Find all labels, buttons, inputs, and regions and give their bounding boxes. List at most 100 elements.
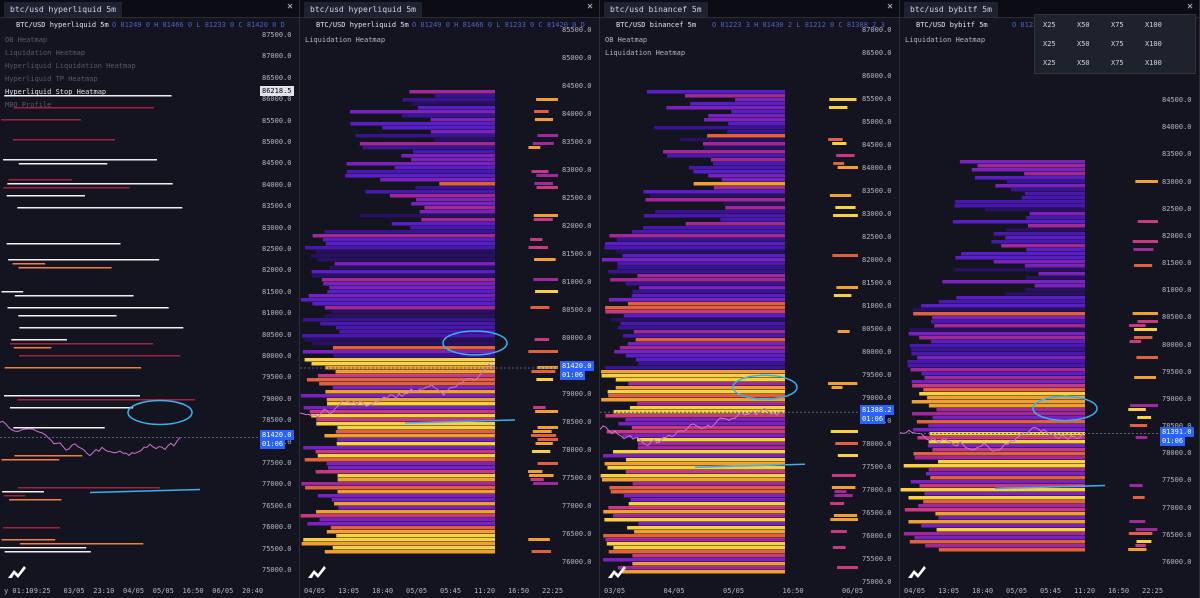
price-tag: 01:06 xyxy=(560,369,586,380)
profile-bar xyxy=(830,430,861,433)
legend-item[interactable]: MBO Profile xyxy=(5,101,52,109)
tab[interactable]: btc/usd hyperliquid 5m xyxy=(304,2,422,17)
heat-band xyxy=(327,290,495,294)
profile-bar xyxy=(1135,436,1148,439)
legend-item[interactable]: Liquidation Heatmap xyxy=(905,36,986,44)
y-tick-label: 77000.0 xyxy=(1162,503,1192,512)
heat-band xyxy=(1026,216,1085,220)
y-axis-bg xyxy=(858,18,899,598)
heat-band xyxy=(409,90,495,94)
heat-band xyxy=(638,522,785,526)
heat-band xyxy=(910,480,1085,484)
popup-option[interactable]: X50 xyxy=(1077,59,1090,67)
heat-band xyxy=(337,478,495,482)
annotation-line xyxy=(89,488,201,494)
popup-option[interactable]: X100 xyxy=(1145,40,1162,48)
legend-item[interactable]: Liquidation Heatmap xyxy=(5,49,86,57)
heat-band xyxy=(606,542,785,546)
y-tick-label: 77500.0 xyxy=(562,474,592,482)
heat-band xyxy=(930,476,1085,480)
popup-option[interactable]: X25 xyxy=(1043,40,1056,48)
heat-line xyxy=(19,543,144,545)
heat-band xyxy=(909,328,1085,332)
tab-close[interactable]: ✕ xyxy=(886,1,893,12)
popup-option[interactable]: X75 xyxy=(1111,40,1124,48)
heat-band xyxy=(324,306,495,310)
popup-option[interactable]: X25 xyxy=(1043,21,1056,29)
profile-bar xyxy=(530,306,550,309)
popup-option[interactable]: X75 xyxy=(1111,21,1124,29)
heat-band xyxy=(301,542,495,546)
legend-item[interactable]: OB Heatmap xyxy=(5,36,48,44)
heat-line xyxy=(1,291,24,293)
heat-band xyxy=(735,98,785,102)
profile-bar xyxy=(831,486,856,489)
x-tick-label: 23:10 xyxy=(93,587,115,595)
popup-option[interactable]: X100 xyxy=(1145,21,1162,29)
heat-line xyxy=(13,427,105,429)
heat-band xyxy=(311,414,495,418)
heat-band xyxy=(646,90,785,94)
logo xyxy=(908,566,926,578)
heat-band xyxy=(302,318,495,322)
legend-item[interactable]: Liquidation Heatmap xyxy=(605,49,686,57)
y-tick-label: 83000.0 xyxy=(862,210,892,218)
heat-band xyxy=(616,250,785,254)
tab-close[interactable]: ✕ xyxy=(286,1,293,12)
popup-option[interactable]: X50 xyxy=(1077,40,1090,48)
tab-bar: btc/usd bybitf 5m ✕ xyxy=(900,0,1199,18)
tab-close[interactable]: ✕ xyxy=(586,1,593,12)
heat-line xyxy=(4,367,142,369)
tab[interactable]: btc/usd binancef 5m xyxy=(604,2,708,17)
heat-band xyxy=(1024,172,1085,176)
y-tick-label: 76000.0 xyxy=(862,532,892,540)
tab[interactable]: btc/usd bybitf 5m xyxy=(904,2,998,17)
chart-panel: 84500.0 84000.0 83500.0 83000.0 82500.0 82000… xyxy=(900,0,1200,598)
heat-line xyxy=(17,207,183,209)
legend-item[interactable]: Liquidation Heatmap xyxy=(305,36,386,44)
popup-option[interactable]: X25 xyxy=(1043,59,1056,67)
heat-band xyxy=(316,510,495,514)
heat-band xyxy=(310,254,495,258)
heat-band xyxy=(320,322,495,326)
profile-bar xyxy=(1129,484,1143,487)
heat-band xyxy=(605,538,785,542)
heat-band xyxy=(954,204,1085,208)
heat-band xyxy=(324,314,495,318)
y-tick-label: 83500.0 xyxy=(1162,150,1192,159)
heat-band xyxy=(1005,228,1085,232)
heat-band xyxy=(608,270,785,274)
heat-band xyxy=(332,386,495,390)
x-tick-label: 22:25 xyxy=(542,587,564,595)
popup-option[interactable]: X75 xyxy=(1111,59,1124,67)
x-tick-label: 05/05 xyxy=(723,587,745,595)
y-tick-label: 78500.0 xyxy=(1162,422,1192,430)
heat-band xyxy=(345,174,495,178)
heat-band xyxy=(625,354,785,358)
legend-item[interactable]: Hyperliquid TP Heatmap xyxy=(5,75,98,83)
heat-band xyxy=(315,470,495,474)
popup-option[interactable]: X50 xyxy=(1077,21,1090,29)
profile-bar xyxy=(833,294,852,297)
heat-band xyxy=(912,384,1085,388)
heat-band xyxy=(331,310,495,314)
tab[interactable]: btc/usd hyperliquid 5m xyxy=(4,2,122,17)
profile-bar xyxy=(536,98,558,101)
heat-band xyxy=(603,534,785,538)
overlay-popup: X25 X50 X75 X100 X25 X50 X75 X100 X25 X50 X75 X100 xyxy=(1034,14,1196,74)
heat-band xyxy=(601,374,785,378)
heat-band xyxy=(655,210,785,214)
popup-option[interactable]: X100 xyxy=(1145,59,1162,67)
profile-bar xyxy=(1137,220,1163,223)
x-tick-label: 16:50 xyxy=(182,587,204,595)
heat-band xyxy=(359,142,495,146)
heat-band xyxy=(643,190,785,194)
profile-bar xyxy=(536,186,563,189)
tab-close[interactable]: ✕ xyxy=(1186,1,1193,12)
legend-item[interactable]: Hyperliquid Liquidation Heatmap xyxy=(5,62,136,70)
legend-item[interactable]: Hyperliquid Stop Heatmap xyxy=(5,88,107,96)
heat-line xyxy=(9,343,154,345)
legend-item[interactable]: OB Heatmap xyxy=(605,36,648,44)
heat-band xyxy=(303,446,495,450)
profile-bar xyxy=(531,550,552,553)
